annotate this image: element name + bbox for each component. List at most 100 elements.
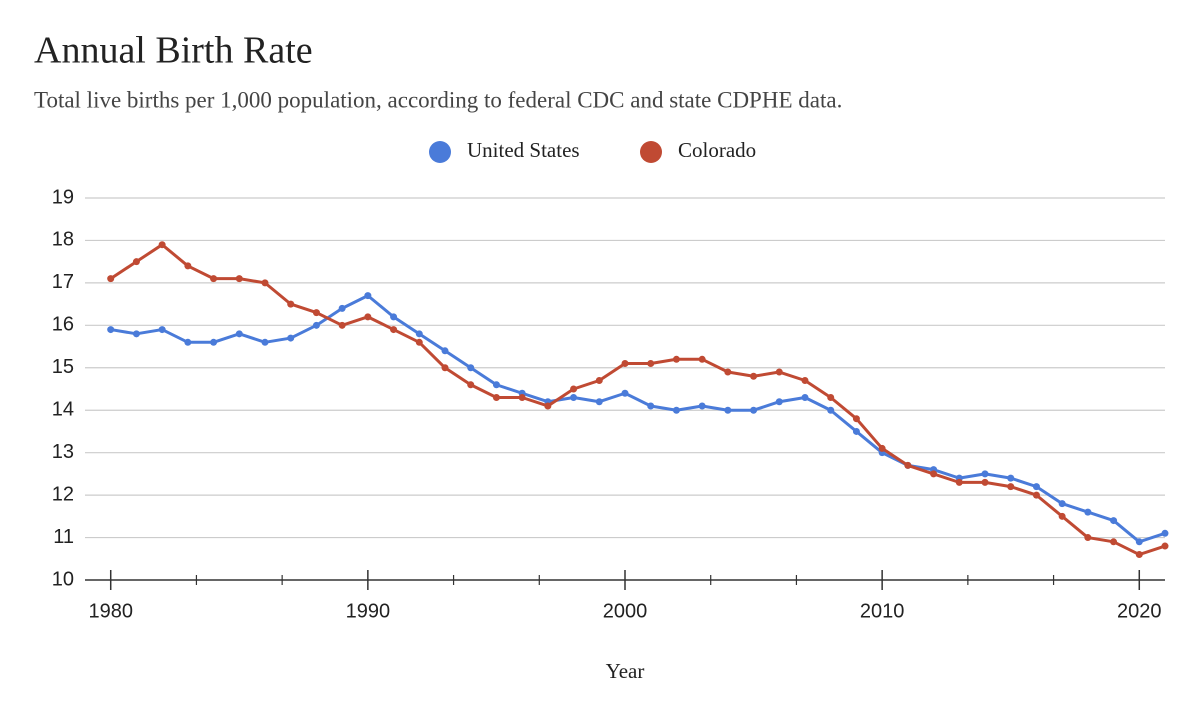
data-point: [312, 321, 320, 329]
data-point: [107, 275, 115, 283]
data-point: [724, 368, 732, 376]
x-tick-label: 1990: [346, 600, 391, 622]
y-tick-label: 10: [52, 568, 74, 590]
series-line: [110, 294, 1166, 544]
data-point: [1135, 551, 1143, 559]
data-point: [595, 398, 603, 406]
data-point: [801, 377, 809, 385]
y-tick-label: 14: [52, 399, 74, 421]
data-point: [801, 393, 809, 401]
data-point: [647, 360, 655, 368]
data-point: [544, 402, 552, 410]
data-point: [930, 470, 938, 478]
data-point: [1161, 529, 1169, 537]
chart-title: Annual Birth Rate: [34, 30, 313, 72]
data-point: [1032, 483, 1040, 491]
data-point: [775, 368, 783, 376]
data-point: [1058, 500, 1066, 508]
data-point: [132, 258, 140, 266]
data-point: [904, 461, 912, 469]
data-point: [852, 427, 860, 435]
data-point: [441, 364, 449, 372]
data-point: [518, 393, 526, 401]
data-point: [698, 402, 706, 410]
legend-label: United States: [467, 138, 580, 162]
data-point: [1007, 474, 1015, 482]
x-tick-label: 2000: [603, 600, 648, 622]
data-point: [621, 360, 629, 368]
data-point: [981, 470, 989, 478]
data-point: [570, 393, 578, 401]
y-tick-label: 12: [52, 483, 74, 505]
data-point: [750, 372, 758, 380]
data-point: [1032, 491, 1040, 499]
y-tick-label: 15: [52, 356, 74, 378]
data-point: [827, 406, 835, 414]
data-point: [235, 275, 243, 283]
data-point: [184, 262, 192, 270]
data-point: [775, 398, 783, 406]
data-point: [261, 338, 269, 346]
y-tick-label: 17: [52, 271, 74, 293]
x-tick-label: 1980: [88, 600, 133, 622]
data-point: [672, 406, 680, 414]
data-point: [390, 313, 398, 321]
data-point: [492, 381, 500, 389]
data-point: [210, 338, 218, 346]
data-point: [441, 347, 449, 355]
data-point: [955, 478, 963, 486]
data-point: [1007, 483, 1015, 491]
data-point: [672, 355, 680, 363]
data-point: [210, 275, 218, 283]
data-point: [1084, 508, 1092, 516]
data-point: [184, 338, 192, 346]
data-point: [647, 402, 655, 410]
data-point: [1110, 538, 1118, 546]
data-point: [338, 304, 346, 312]
data-point: [338, 321, 346, 329]
data-point: [312, 309, 320, 317]
legend-marker: [429, 141, 451, 163]
data-point: [235, 330, 243, 338]
data-point: [415, 338, 423, 346]
data-point: [827, 393, 835, 401]
data-point: [981, 478, 989, 486]
data-point: [415, 330, 423, 338]
data-point: [621, 389, 629, 397]
data-point: [1110, 517, 1118, 525]
data-point: [492, 393, 500, 401]
y-tick-label: 19: [52, 186, 74, 208]
chart-subtitle: Total live births per 1,000 population, …: [34, 87, 842, 112]
data-point: [698, 355, 706, 363]
x-tick-label: 2020: [1117, 600, 1162, 622]
series-line: [109, 243, 1166, 557]
data-point: [1058, 512, 1066, 520]
data-point: [132, 330, 140, 338]
data-point: [364, 292, 372, 300]
y-tick-label: 11: [53, 526, 74, 548]
data-point: [1161, 542, 1169, 550]
data-point: [107, 326, 115, 334]
data-point: [158, 241, 166, 249]
data-point: [261, 279, 269, 287]
data-point: [750, 406, 758, 414]
data-point: [1135, 538, 1143, 546]
data-point: [158, 326, 166, 334]
data-point: [287, 300, 295, 308]
data-point: [467, 381, 475, 389]
data-point: [364, 313, 372, 321]
data-point: [595, 377, 603, 385]
y-tick-label: 18: [52, 229, 74, 251]
data-point: [878, 444, 886, 452]
data-point: [724, 406, 732, 414]
x-tick-label: 2010: [860, 600, 905, 622]
data-point: [287, 334, 295, 342]
data-point: [467, 364, 475, 372]
data-point: [390, 326, 398, 334]
x-axis-label: Year: [606, 659, 645, 683]
y-tick-label: 16: [52, 314, 74, 336]
data-point: [1084, 534, 1092, 542]
legend-label: Colorado: [678, 138, 756, 162]
